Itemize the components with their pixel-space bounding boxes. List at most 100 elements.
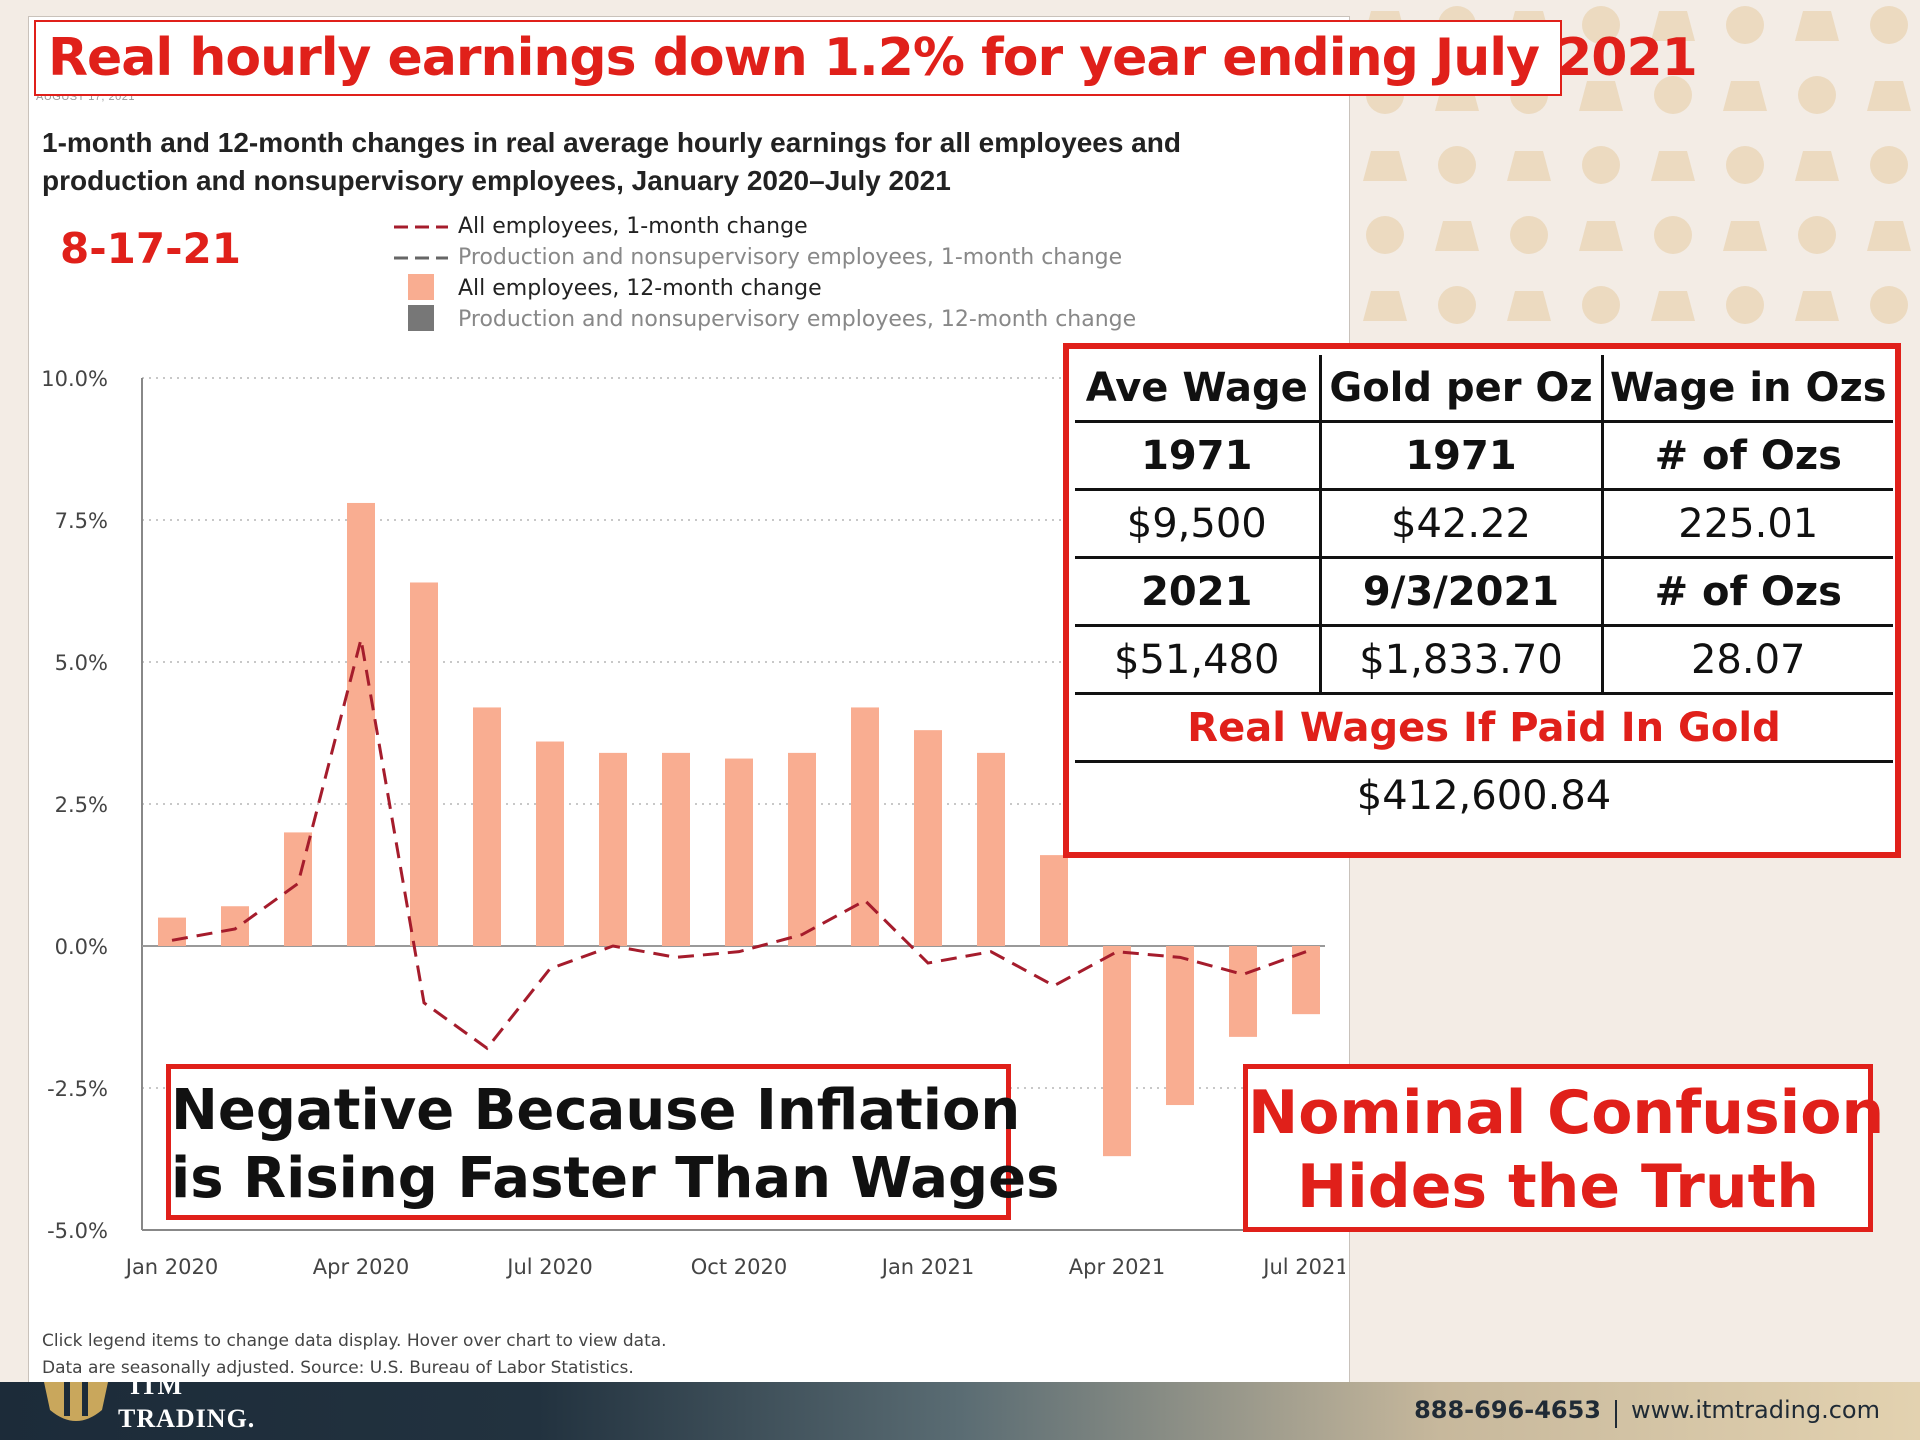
table-cell: # of Ozs <box>1600 556 1893 627</box>
coin-shape <box>1438 146 1476 184</box>
legend-label: Production and nonsupervisory employees,… <box>458 307 1137 332</box>
table-cell: $42.22 <box>1318 488 1604 559</box>
bar-swatch-icon <box>408 274 434 300</box>
y-tick-label: 5.0% <box>55 651 108 675</box>
bar-12month <box>914 730 942 946</box>
coin-shape <box>1798 216 1836 254</box>
gold-bar-shape <box>1363 151 1407 181</box>
logo-lettering: ITM <box>130 1382 182 1400</box>
dashed-line-icon <box>394 256 448 260</box>
x-tick-label: Apr 2021 <box>1069 1255 1165 1279</box>
x-tick-label: Apr 2020 <box>313 1255 409 1279</box>
coin-shape <box>1726 146 1764 184</box>
callout-line: Negative Because Inflation <box>171 1078 1021 1143</box>
gold-bar-shape <box>1651 151 1695 181</box>
table-row: $51,480 $1,833.70 28.07 <box>1075 624 1893 695</box>
bar-line-chart[interactable]: 10.0% 7.5% 5.0% 2.5% 0.0% -2.5% -5.0% Jan 2020 A… <box>0 0 1345 1290</box>
coin-shape <box>1582 6 1620 44</box>
chart-footnote: Click legend items to change data displa… <box>42 1328 667 1382</box>
y-tick-label: 0.0% <box>55 935 108 959</box>
gold-bar-shape <box>1507 151 1551 181</box>
table-row: 2021 9/3/2021 # of Ozs <box>1075 556 1893 627</box>
legend-label: All employees, 12-month change <box>458 276 822 301</box>
website-link[interactable]: www.itmtrading.com <box>1631 1396 1880 1424</box>
gold-bar-shape <box>1723 81 1767 111</box>
coin-shape <box>1870 6 1908 44</box>
table-cell: $9,500 <box>1075 488 1322 559</box>
bar-12month <box>788 752 816 946</box>
table-row: $412,600.84 <box>1075 760 1893 828</box>
bar-swatch-icon <box>408 305 434 331</box>
gold-bar-shape <box>1435 221 1479 251</box>
coin-shape <box>1726 6 1764 44</box>
coin-shape <box>1438 286 1476 324</box>
coin-shape <box>1870 146 1908 184</box>
phone-number[interactable]: 888-696-4653 <box>1414 1396 1601 1424</box>
bar-12month <box>473 707 501 946</box>
gold-bar-shape <box>1507 291 1551 321</box>
x-tick-label: Jan 2020 <box>124 1255 219 1279</box>
y-tick-label: -5.0% <box>47 1219 108 1243</box>
table-row: $9,500 $42.22 225.01 <box>1075 488 1893 559</box>
footnote-line: Click legend items to change data displa… <box>42 1331 667 1351</box>
line-1month <box>171 638 1307 1051</box>
bar-12month <box>410 582 438 946</box>
coin-shape <box>1798 76 1836 114</box>
callout-line: Nominal Confusion <box>1248 1078 1885 1148</box>
table-cell: # of Ozs <box>1600 420 1893 491</box>
gold-bar-shape <box>1579 81 1623 111</box>
callout-inflation: Negative Because Inflation is Rising Fas… <box>166 1064 1060 1220</box>
bar-12month <box>347 502 375 946</box>
bar-12month <box>977 752 1005 946</box>
bar-12month <box>662 752 690 946</box>
date-stamp: 8-17-21 <box>60 224 241 273</box>
y-tick-label: 10.0% <box>41 367 108 391</box>
bar-12month <box>536 741 564 946</box>
table-header-cell: Wage in Ozs <box>1600 355 1893 423</box>
table-highlight-label: Real Wages If Paid In Gold <box>1075 692 1893 763</box>
gold-bar-shape <box>1867 81 1911 111</box>
gold-wage-table: Ave Wage Gold per Oz Wage in Ozs 1971 19… <box>1075 355 1893 828</box>
gold-bar-shape <box>1651 11 1695 41</box>
bar-12month <box>158 917 186 946</box>
table-header-cell: Ave Wage <box>1075 355 1322 423</box>
table-cell: 1971 <box>1075 420 1322 491</box>
footnote-line: Data are seasonally adjusted. Source: U.… <box>42 1358 634 1378</box>
table-header-row: Ave Wage Gold per Oz Wage in Ozs <box>1075 355 1893 423</box>
gold-bar-shape <box>1723 221 1767 251</box>
table-cell: $1,833.70 <box>1318 624 1604 695</box>
coin-shape <box>1726 286 1764 324</box>
contact-divider <box>1615 1399 1617 1428</box>
legend-label: All employees, 1-month change <box>458 214 808 239</box>
dashed-line-icon <box>394 225 448 229</box>
gold-bar-shape <box>1795 151 1839 181</box>
bar-12month <box>1292 946 1320 1015</box>
table-cell: 9/3/2021 <box>1318 556 1604 627</box>
legend-label: Production and nonsupervisory employees,… <box>458 245 1123 270</box>
table-header-cell: Gold per Oz <box>1318 355 1604 423</box>
bar-12month <box>1040 855 1068 946</box>
coin-shape <box>1654 76 1692 114</box>
coin-shape <box>1510 216 1548 254</box>
x-tick-label: Jul 2021 <box>1261 1255 1345 1279</box>
brand-name: TRADING. <box>118 1404 256 1433</box>
coin-shape <box>1366 216 1404 254</box>
table-row: 1971 1971 # of Ozs <box>1075 420 1893 491</box>
gold-wage-table-box: Ave Wage Gold per Oz Wage in Ozs 1971 19… <box>1063 343 1901 858</box>
y-tick-label: 7.5% <box>55 509 108 533</box>
table-cell: 28.07 <box>1600 624 1893 695</box>
gold-bar-shape <box>1579 221 1623 251</box>
callout-nominal-confusion: Nominal Confusion Hides the Truth <box>1243 1064 1885 1232</box>
table-highlight-value: $412,600.84 <box>1075 760 1893 828</box>
headline-banner: Real hourly earnings down 1.2% for year … <box>34 20 1698 96</box>
bar-12month <box>1229 946 1257 1037</box>
table-cell: 225.01 <box>1600 488 1893 559</box>
table-cell: 1971 <box>1318 420 1604 491</box>
callout-line: is Rising Faster Than Wages <box>171 1146 1060 1211</box>
table-cell: $51,480 <box>1075 624 1322 695</box>
gold-bar-shape <box>1363 291 1407 321</box>
bar-12month <box>725 758 753 946</box>
contact-info: 888-696-4653 www.itmtrading.com <box>1414 1396 1880 1428</box>
gold-bar-shape <box>1651 291 1695 321</box>
itm-logo-icon: ITM <box>44 1382 182 1421</box>
